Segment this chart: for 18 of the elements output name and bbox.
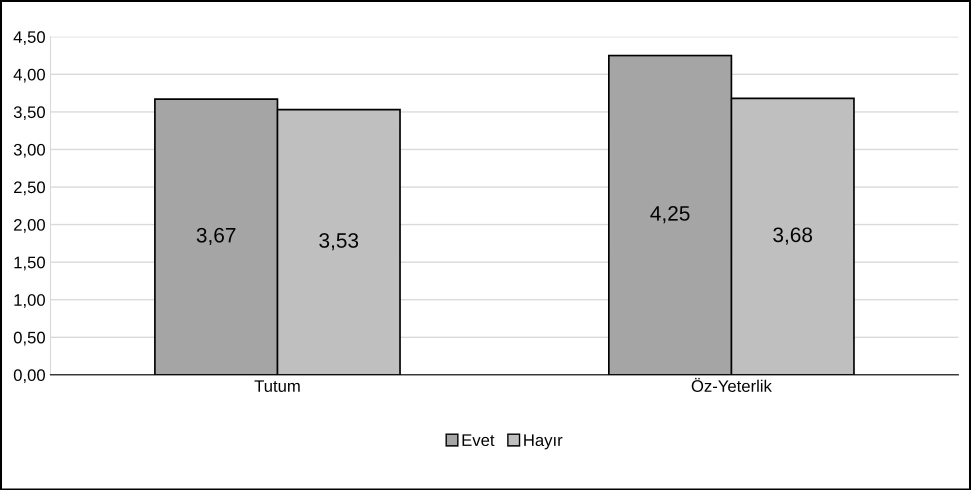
y-tick-label: 1,50 (14, 256, 45, 270)
x-tick-label: Tutum (254, 380, 300, 392)
y-tick-label: 4,00 (14, 68, 45, 82)
data-label: 3,68 (773, 227, 812, 245)
data-label: 4,25 (650, 206, 690, 224)
data-label: 3,53 (319, 233, 358, 250)
legend-label: Evet (462, 434, 494, 446)
y-tick-label: 1,00 (14, 294, 45, 308)
x-tick-label: Öz-Yeterlik (692, 378, 772, 392)
y-tick-label: 0,00 (14, 369, 45, 384)
y-tick-label: 0,50 (14, 332, 45, 346)
y-tick-label: 3,00 (14, 144, 45, 158)
legend-label: Hayır (524, 434, 562, 450)
y-tick-label: 4,50 (14, 31, 45, 45)
y-tick-label: 2,50 (14, 181, 45, 196)
y-tick-label: 2,00 (14, 218, 45, 233)
y-tick-label: 3,50 (14, 106, 45, 120)
data-label: 3,67 (196, 228, 236, 246)
